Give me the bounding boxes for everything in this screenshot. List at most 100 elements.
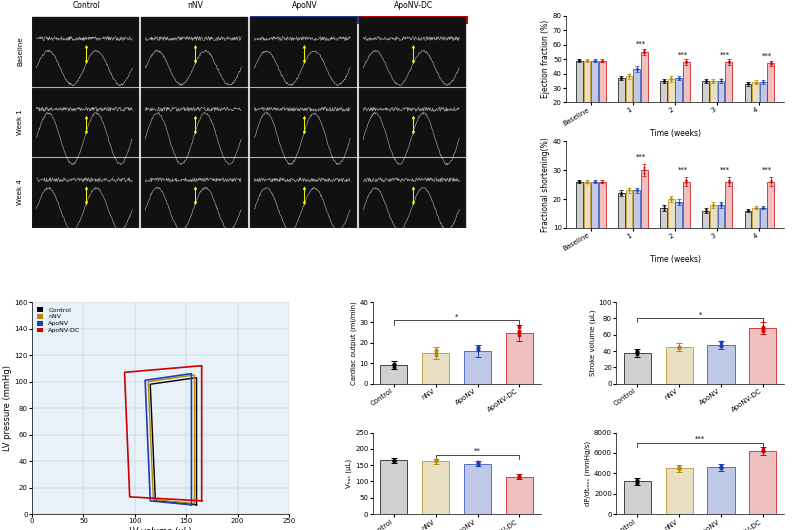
Point <box>596 57 609 65</box>
Point <box>673 198 686 207</box>
Point <box>699 76 712 85</box>
Bar <box>710 205 717 257</box>
Point <box>622 72 635 80</box>
Point <box>430 455 442 464</box>
Point <box>581 178 594 186</box>
Point <box>742 79 754 87</box>
Point <box>714 77 727 85</box>
Point <box>757 204 770 212</box>
Point <box>430 348 442 357</box>
Bar <box>250 17 357 86</box>
Point <box>430 351 442 359</box>
Point <box>714 340 727 349</box>
Bar <box>359 158 466 228</box>
Point <box>665 194 678 202</box>
Point <box>630 186 643 195</box>
Point <box>742 207 754 215</box>
Bar <box>745 210 751 257</box>
Point <box>714 75 727 84</box>
Bar <box>359 87 466 157</box>
Point <box>673 74 686 83</box>
Point <box>707 201 720 209</box>
Point <box>638 46 650 55</box>
Point <box>581 56 594 64</box>
Point <box>707 76 720 85</box>
X-axis label: Time (weeks): Time (weeks) <box>650 255 701 264</box>
Point <box>665 196 678 204</box>
Bar <box>464 464 491 514</box>
Point <box>471 459 484 467</box>
Bar <box>707 467 734 514</box>
Text: ApoNV: ApoNV <box>291 1 318 10</box>
Bar <box>583 60 590 131</box>
Point <box>513 473 526 482</box>
Bar <box>752 208 759 257</box>
Point <box>707 200 720 209</box>
Point <box>581 57 594 65</box>
Point <box>714 342 727 351</box>
Point <box>673 464 686 473</box>
Bar <box>576 182 582 257</box>
Bar <box>760 208 766 257</box>
Point <box>630 65 643 73</box>
Bar <box>464 351 491 384</box>
Point <box>714 77 727 85</box>
Y-axis label: dP/dtₘₐₓ (mmHg/s): dP/dtₘₐₓ (mmHg/s) <box>585 441 591 506</box>
Point <box>596 57 609 66</box>
Point <box>573 178 586 186</box>
Point <box>387 456 400 465</box>
Point <box>699 208 712 216</box>
Text: nNV: nNV <box>187 1 203 10</box>
Point <box>631 347 644 356</box>
Text: ***: *** <box>695 436 705 442</box>
Point <box>714 464 727 472</box>
Point <box>387 361 400 369</box>
Text: ***: *** <box>720 51 730 57</box>
Point <box>638 165 650 174</box>
Point <box>742 206 754 215</box>
Point <box>596 178 609 187</box>
Point <box>622 72 635 80</box>
Point <box>622 70 635 78</box>
Point <box>513 331 526 339</box>
Point <box>749 203 762 211</box>
Bar <box>583 182 590 257</box>
Point <box>471 346 484 355</box>
Point <box>430 347 442 356</box>
Point <box>764 178 777 187</box>
Bar <box>718 205 724 257</box>
Point <box>588 178 601 186</box>
Point <box>588 178 601 187</box>
Bar <box>380 365 407 384</box>
Point <box>699 76 712 85</box>
Bar <box>32 17 139 86</box>
Point <box>673 198 686 207</box>
Point <box>471 458 484 466</box>
Point <box>756 327 769 335</box>
Bar <box>141 87 248 157</box>
Point <box>673 199 686 207</box>
Point <box>615 74 628 83</box>
Point <box>757 78 770 86</box>
FancyBboxPatch shape <box>250 16 359 24</box>
Point <box>749 77 762 86</box>
Y-axis label: Ejection fraction (%): Ejection fraction (%) <box>541 20 550 98</box>
Point <box>749 204 762 212</box>
Text: *: * <box>698 312 702 317</box>
Point <box>622 184 635 192</box>
Point <box>573 56 586 64</box>
Bar <box>660 81 667 131</box>
Point <box>665 74 678 83</box>
Bar <box>141 17 248 86</box>
Point <box>699 75 712 84</box>
Point <box>757 78 770 86</box>
Point <box>513 472 526 481</box>
Point <box>714 201 727 209</box>
Point <box>387 456 400 465</box>
Point <box>658 77 670 85</box>
Point <box>513 328 526 336</box>
Bar <box>725 182 732 257</box>
Bar <box>725 62 732 131</box>
Point <box>430 456 442 464</box>
Point <box>680 176 693 184</box>
